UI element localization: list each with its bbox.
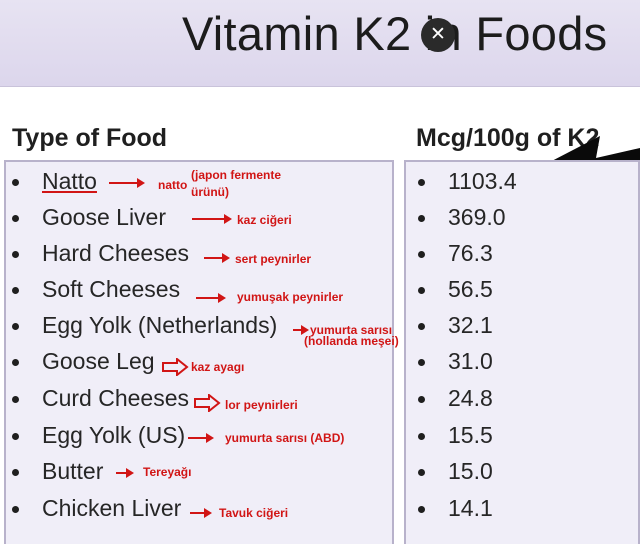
annotation-text: yumurta sarısı (ABD): [225, 431, 345, 445]
annotation-text: yumuşak peynirler: [237, 290, 344, 304]
food-name: Goose Liver: [42, 204, 167, 230]
red-arrow-icon: [116, 468, 134, 478]
list-item: Goose Liver kaz ciğeri 369.0: [0, 204, 640, 234]
value-list-panel: [404, 160, 640, 544]
annotation-text: lor peynirleri: [225, 398, 298, 412]
bullet-icon: [12, 396, 19, 403]
title-band: Vitamin K2 in Foods ✕: [0, 0, 640, 87]
bullet-icon: [418, 287, 425, 294]
list-item: Goose Leg kaz ayagı 31.0: [0, 348, 640, 378]
red-arrow-icon: [192, 214, 232, 224]
bullet-icon: [12, 433, 19, 440]
bullet-icon: [12, 469, 19, 476]
bullet-icon: [12, 251, 19, 258]
bullet-icon: [12, 506, 19, 513]
red-arrow-icon: [204, 253, 230, 263]
red-arrow-icon: [109, 178, 145, 188]
food-column-header: Type of Food: [12, 124, 168, 152]
annotation-text: yumurta sarısı: [310, 323, 393, 337]
food-name: Goose Leg: [42, 348, 155, 374]
k2-value: 76.3: [448, 240, 493, 266]
k2-value: 15.0: [448, 458, 493, 484]
list-item: Curd Cheeses lor peynirleri 24.8: [0, 385, 640, 415]
bullet-icon: [12, 215, 19, 222]
list-item: Natto natto (japon fermente ürünü) 1103.…: [0, 168, 640, 199]
k2-value: 32.1: [448, 312, 493, 338]
red-arrow-icon: [293, 325, 309, 335]
annotation-text: ürünü): [191, 185, 229, 199]
red-arrow-icon: [190, 508, 212, 518]
food-name: Chicken Liver: [42, 495, 182, 521]
bullet-icon: [12, 179, 19, 186]
annotation-text: (hollanda meşei): [304, 334, 399, 348]
bullet-icon: [418, 323, 425, 330]
bullet-icon: [418, 506, 425, 513]
list-item: Chicken Liver Tavuk ciğeri 14.1: [0, 495, 640, 525]
red-arrow-icon: [188, 433, 214, 443]
bullet-icon: [418, 251, 425, 258]
annotation-text: kaz ayagı: [191, 360, 245, 374]
annotation-text: natto: [158, 178, 188, 192]
bullet-icon: [12, 287, 19, 294]
list-item: Butter Tereyağı 15.0: [0, 458, 640, 488]
bullet-icon: [418, 433, 425, 440]
food-name: Soft Cheeses: [42, 276, 181, 302]
close-icon[interactable]: ✕: [421, 18, 455, 52]
annotation-text: kaz ciğeri: [237, 213, 292, 227]
k2-value: 14.1: [448, 495, 493, 521]
list-item: Soft Cheeses yumuşak peynirler 56.5: [0, 276, 640, 306]
bullet-icon: [418, 215, 425, 222]
food-name: Curd Cheeses: [42, 385, 190, 411]
annotation-text: (japon fermente: [191, 168, 282, 182]
food-name: Egg Yolk (US): [42, 422, 186, 448]
slide-title: Vitamin K2 in Foods: [182, 7, 608, 60]
k2-value: 31.0: [448, 348, 493, 374]
annotation-text: Tavuk ciğeri: [219, 506, 289, 520]
red-outline-arrow-icon: [194, 394, 221, 412]
bullet-icon: [418, 179, 425, 186]
annotation-text: sert peynirler: [235, 252, 312, 266]
value-column-header: Mcg/100g of K2: [416, 124, 600, 152]
list-item: Egg Yolk (Netherlands) yumurta sarısı (h…: [0, 312, 640, 348]
bullet-icon: [12, 359, 19, 366]
list-item: Egg Yolk (US) yumurta sarısı (ABD) 15.5: [0, 422, 640, 452]
bullet-icon: [418, 396, 425, 403]
food-name: Egg Yolk (Netherlands): [42, 312, 278, 338]
bullet-icon: [418, 359, 425, 366]
k2-value: 56.5: [448, 276, 493, 302]
red-outline-arrow-icon: [162, 358, 189, 376]
food-list-panel: [4, 160, 394, 544]
food-name: Hard Cheeses: [42, 240, 190, 266]
bullet-icon: [12, 323, 19, 330]
list-item: Hard Cheeses sert peynirler 76.3: [0, 240, 640, 270]
k2-value: 369.0: [448, 204, 506, 230]
annotation-text: Tereyağı: [143, 465, 192, 479]
k2-value: 24.8: [448, 385, 493, 411]
food-name: Natto: [42, 168, 97, 194]
k2-value: 1103.4: [448, 168, 517, 194]
food-name: Butter: [42, 458, 104, 484]
bullet-icon: [418, 469, 425, 476]
red-arrow-icon: [196, 293, 226, 303]
k2-value: 15.5: [448, 422, 493, 448]
